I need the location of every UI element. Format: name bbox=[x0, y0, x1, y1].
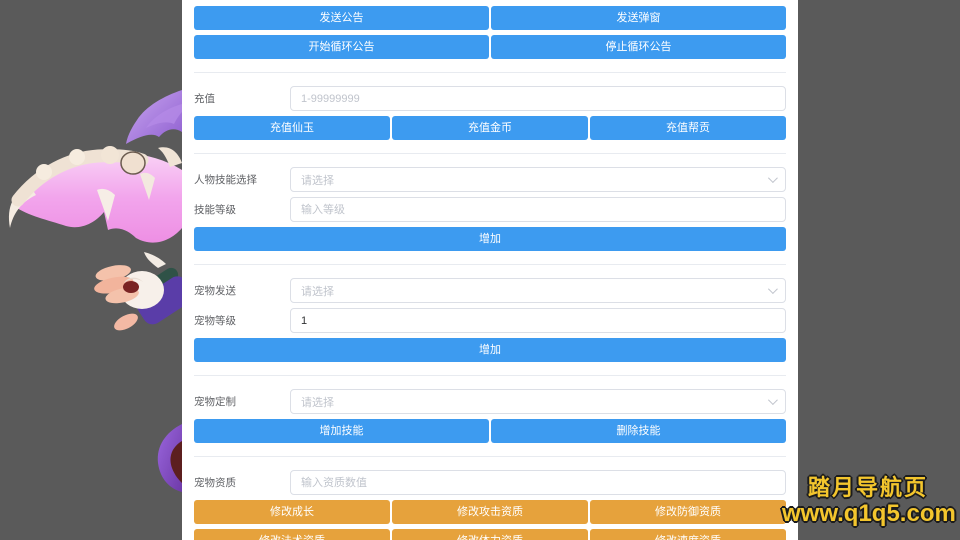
send-announcement-button[interactable]: 发送公告 bbox=[194, 6, 489, 30]
pet-quality-label: 宠物资质 bbox=[194, 477, 236, 489]
watermark: 踏月导航页 www.q1q5.com bbox=[782, 475, 956, 528]
paw-shape bbox=[94, 252, 182, 331]
pet-send-label: 宠物发送 bbox=[194, 285, 236, 297]
divider bbox=[194, 264, 786, 265]
announcement-row-1: 发送公告 发送弹窗 bbox=[194, 6, 786, 30]
modify-stamina-quality-button[interactable]: 修改体力资质 bbox=[392, 529, 588, 540]
start-loop-announcement-button[interactable]: 开始循环公告 bbox=[194, 35, 489, 59]
pet-quality-row: 宠物资质 bbox=[194, 470, 786, 495]
skill-level-row: 技能等级 bbox=[194, 197, 786, 222]
pet-send-select[interactable]: 请选择 bbox=[290, 278, 786, 303]
watermark-url: www.q1q5.com bbox=[782, 500, 956, 528]
recharge-guild-contribution-button[interactable]: 充值帮贡 bbox=[590, 116, 786, 140]
bat-wing-shape bbox=[8, 146, 182, 243]
pet-level-row: 宠物等级 bbox=[194, 308, 786, 333]
pet-quality-buttons-row-1: 修改成长 修改攻击资质 修改防御资质 bbox=[194, 500, 786, 524]
chevron-down-icon bbox=[767, 395, 778, 406]
pet-custom-label: 宠物定制 bbox=[194, 396, 236, 408]
pet-custom-select-placeholder: 请选择 bbox=[301, 396, 334, 409]
recharge-gold-button[interactable]: 充值金币 bbox=[392, 116, 588, 140]
skill-select-placeholder: 请选择 bbox=[301, 174, 334, 187]
admin-panel: 发送公告 发送弹窗 开始循环公告 停止循环公告 充值 充值仙玉 充值金币 充值帮… bbox=[182, 0, 798, 540]
skill-add-button[interactable]: 增加 bbox=[194, 227, 786, 251]
stop-loop-announcement-button[interactable]: 停止循环公告 bbox=[491, 35, 786, 59]
recharge-xianyu-button[interactable]: 充值仙玉 bbox=[194, 116, 390, 140]
character-art bbox=[8, 90, 182, 492]
recharge-buttons-row: 充值仙玉 充值金币 充值帮贡 bbox=[194, 116, 786, 140]
skill-level-label: 技能等级 bbox=[194, 204, 236, 216]
pet-custom-select[interactable]: 请选择 bbox=[290, 389, 786, 414]
chevron-down-icon bbox=[767, 173, 778, 184]
pet-add-button[interactable]: 增加 bbox=[194, 338, 786, 362]
divider bbox=[194, 72, 786, 73]
pet-level-label: 宠物等级 bbox=[194, 315, 236, 327]
pet-quality-input[interactable] bbox=[290, 470, 786, 495]
watermark-title: 踏月导航页 bbox=[807, 475, 928, 501]
modify-growth-button[interactable]: 修改成长 bbox=[194, 500, 390, 524]
pet-custom-select-row: 宠物定制 请选择 bbox=[194, 389, 786, 414]
pet-custom-buttons-row: 增加技能 删除技能 bbox=[194, 419, 786, 443]
recharge-field-row: 充值 bbox=[194, 86, 786, 111]
pet-send-select-row: 宠物发送 请选择 bbox=[194, 278, 786, 303]
modify-attack-quality-button[interactable]: 修改攻击资质 bbox=[392, 500, 588, 524]
divider bbox=[194, 456, 786, 457]
skill-select-row: 人物技能选择 请选择 bbox=[194, 167, 786, 192]
skill-select[interactable]: 请选择 bbox=[290, 167, 786, 192]
divider bbox=[194, 375, 786, 376]
modify-magic-quality-button[interactable]: 修改法术资质 bbox=[194, 529, 390, 540]
delete-skill-button[interactable]: 删除技能 bbox=[491, 419, 786, 443]
recharge-amount-input[interactable] bbox=[290, 86, 786, 111]
divider bbox=[194, 153, 786, 154]
modify-speed-quality-button[interactable]: 修改速度资质 bbox=[590, 529, 786, 540]
pet-send-select-placeholder: 请选择 bbox=[301, 285, 334, 298]
skill-level-input[interactable] bbox=[290, 197, 786, 222]
skill-select-label: 人物技能选择 bbox=[194, 174, 257, 186]
hair-tuft-shape bbox=[126, 90, 182, 144]
recharge-label: 充值 bbox=[194, 93, 215, 105]
pet-level-input[interactable] bbox=[290, 308, 786, 333]
announcement-row-2: 开始循环公告 停止循环公告 bbox=[194, 35, 786, 59]
modify-defense-quality-button[interactable]: 修改防御资质 bbox=[590, 500, 786, 524]
pet-quality-buttons-row-2: 修改法术资质 修改体力资质 修改速度资质 bbox=[194, 529, 786, 540]
add-skill-button[interactable]: 增加技能 bbox=[194, 419, 489, 443]
send-popup-button[interactable]: 发送弹窗 bbox=[491, 6, 786, 30]
chevron-down-icon bbox=[767, 284, 778, 295]
tail-shape bbox=[157, 424, 182, 492]
